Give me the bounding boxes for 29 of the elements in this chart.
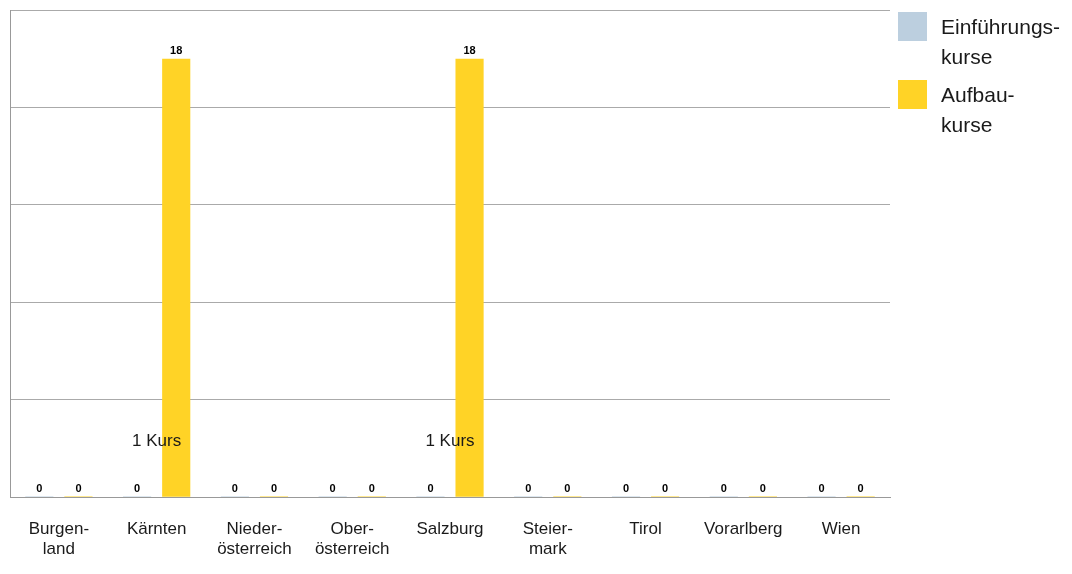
- data-label: 0: [75, 481, 82, 494]
- x-tick-label: Nieder-österreich: [217, 519, 292, 559]
- data-label: 0: [36, 481, 43, 494]
- data-label: 0: [329, 481, 336, 494]
- x-tick-label: Ober-österreich: [314, 519, 390, 559]
- legend-label: Aufbau-kurse: [941, 82, 1015, 138]
- data-label: 0: [720, 481, 727, 494]
- x-tick-label: Wien: [821, 519, 861, 539]
- legend-label: Einführungs-kurse: [941, 14, 1061, 70]
- data-label: 0: [270, 481, 278, 494]
- data-label: 0: [134, 481, 141, 494]
- x-tick-label: Steier-mark: [522, 519, 573, 559]
- data-label: 18: [463, 44, 476, 57]
- data-label: 0: [368, 481, 375, 494]
- data-label: 0: [759, 481, 766, 494]
- data-label: 0: [564, 481, 571, 494]
- x-tick-label: Tirol: [629, 519, 662, 539]
- data-label: 0: [818, 481, 825, 494]
- x-tick-label: Burgen-land: [28, 519, 90, 559]
- x-tick-label: Kärnten: [126, 519, 187, 539]
- data-label: 0: [622, 481, 630, 494]
- data-label: 0: [427, 481, 434, 494]
- data-label: 0: [525, 481, 532, 494]
- data-label: 0: [231, 481, 238, 494]
- x-tick-label: Salzburg: [416, 519, 484, 539]
- data-label: 0: [857, 481, 864, 494]
- x-tick-label: Vorarlberg: [704, 519, 783, 539]
- data-label: 0: [662, 481, 669, 494]
- data-label: 18: [170, 44, 183, 57]
